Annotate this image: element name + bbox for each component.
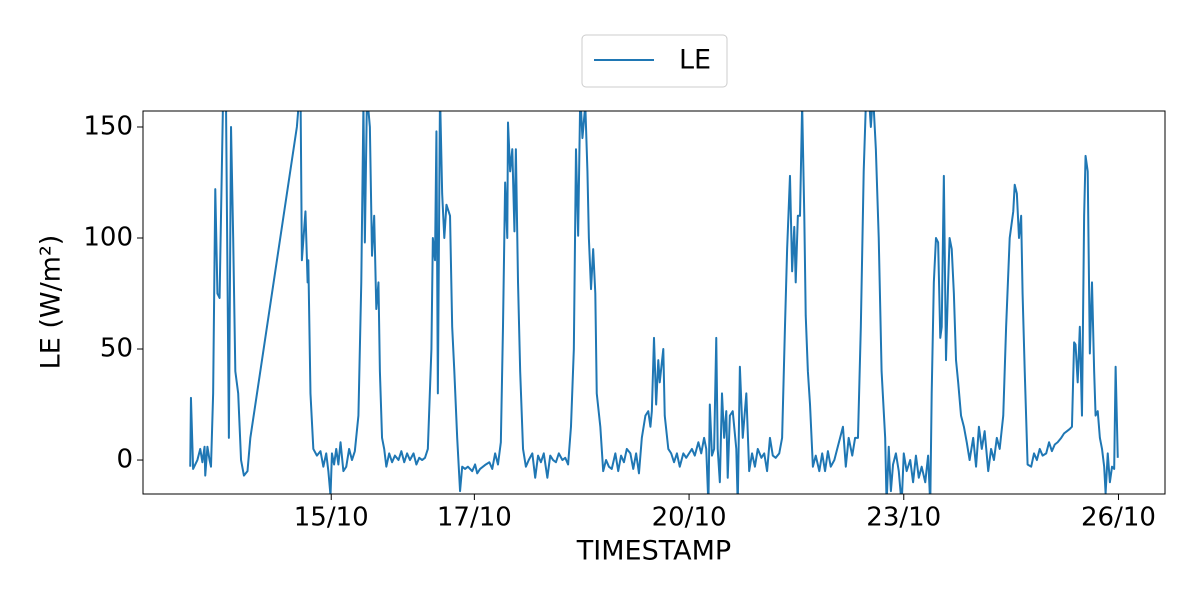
x-axis-label: TIMESTAMP (576, 536, 731, 567)
plot-area (189, 111, 1119, 494)
x-tick-label: 23/10 (866, 503, 941, 533)
plot-frame (142, 110, 1166, 495)
y-axis-label: LE (W/m²) (36, 235, 67, 370)
y-tick-label: 50 (100, 334, 133, 364)
x-tick-label: 26/10 (1081, 503, 1156, 533)
x-tick-label: 17/10 (437, 503, 512, 533)
legend-label: LE (679, 45, 711, 76)
legend-box (581, 34, 728, 88)
x-tick-label: 15/10 (294, 503, 369, 533)
x-tick-label: 20/10 (652, 503, 727, 533)
line-series (189, 111, 1119, 494)
y-tick-label: 0 (116, 445, 133, 475)
y-tick-label: 100 (83, 223, 133, 253)
y-tick-label: 150 (83, 111, 133, 141)
